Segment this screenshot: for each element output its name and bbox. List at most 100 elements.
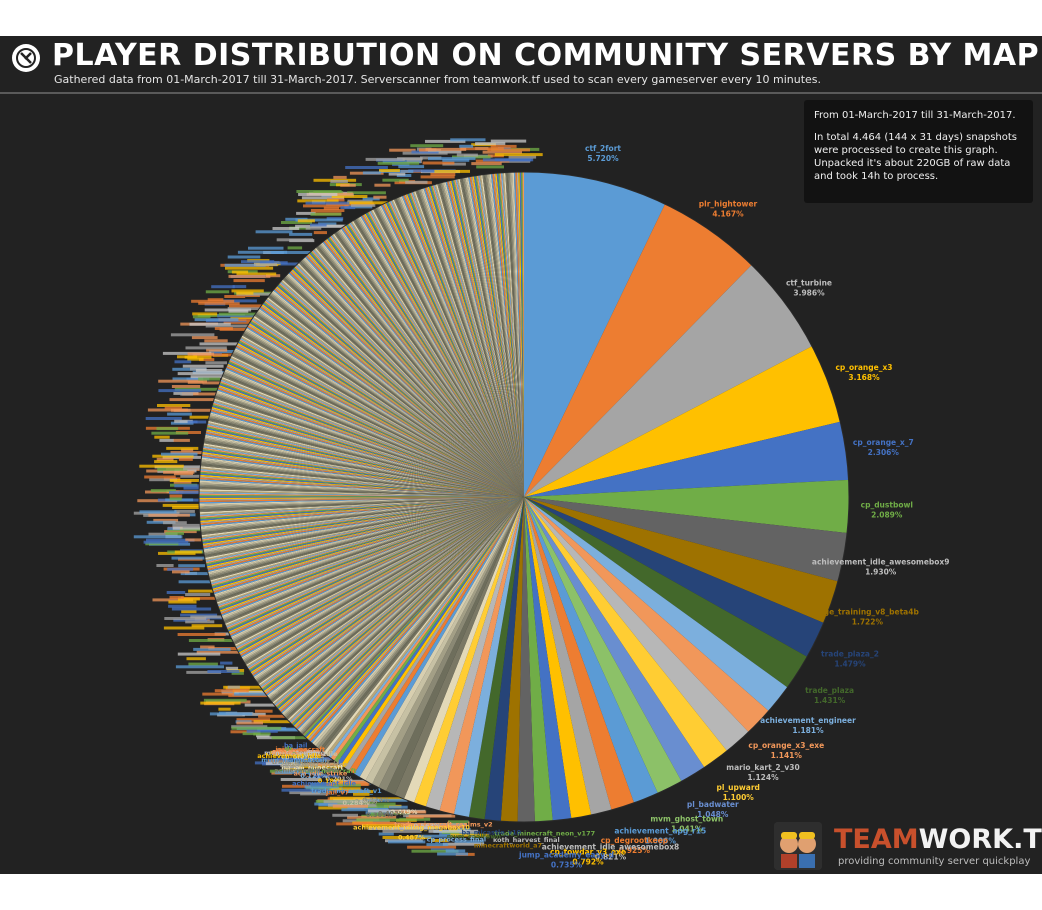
tail-label-mark: [248, 246, 284, 250]
tail-label-mark: [425, 147, 467, 151]
pie-slice-other: [276, 284, 524, 497]
pie-slice-other: [296, 497, 524, 731]
pie-slice-other: [231, 354, 525, 497]
slice-value-label: 4.167%: [712, 210, 744, 219]
pie-slice-other: [346, 223, 524, 497]
pie-slice-other: [315, 246, 524, 497]
slice-label: koth_harvest_final: [493, 836, 560, 844]
pie-slice-other: [383, 203, 524, 497]
pie-slice-other: [269, 497, 524, 701]
pie-slice-other: [325, 238, 524, 497]
pie-slice-other: [213, 497, 524, 595]
pie-slice-other: [288, 272, 524, 497]
tail-label-mark: [244, 703, 275, 707]
pie-slice-other: [203, 497, 525, 556]
pie-slice-other: [259, 307, 524, 497]
pie-slice-other: [428, 185, 524, 498]
pie-slice-other: [215, 393, 525, 497]
pie-slice-other: [345, 224, 524, 497]
slice-label: mvm_mannhattan: [261, 756, 327, 764]
pie-slice-other: [209, 497, 524, 582]
pie-slice: [394, 497, 524, 800]
slice-value-label: 1.124%: [747, 773, 779, 782]
pie-slice-other: [203, 497, 525, 554]
pie-slice-other: [271, 497, 524, 703]
pie-slice-other: [326, 237, 524, 497]
tail-label-mark: [196, 650, 241, 654]
tail-label-mark: [225, 266, 274, 270]
pie-slice-other: [468, 176, 524, 497]
pie-slice-other: [365, 212, 524, 497]
slice-value-label: 1.100%: [723, 793, 755, 802]
slice-value-label: 0.403%: [378, 810, 406, 818]
pie-slice-other: [388, 200, 524, 497]
tail-label-mark: [307, 762, 350, 766]
pie-slice-other: [297, 262, 524, 497]
slice-value-label: 0.201%: [325, 775, 353, 783]
tail-label-mark: [302, 771, 324, 774]
pie-slice-other: [199, 486, 524, 497]
tail-label-mark: [175, 431, 201, 434]
slice-label: ctf_turbine: [786, 278, 832, 287]
tail-label-mark: [229, 304, 269, 308]
slice-value-label: 0.735%: [551, 861, 583, 870]
pie-slice-other: [201, 457, 525, 497]
tail-label-mark: [174, 550, 202, 554]
tail-label-mark: [157, 468, 188, 471]
tail-label-mark: [202, 692, 235, 696]
pie-slice-other: [221, 497, 525, 618]
pie-slice-other: [209, 415, 524, 497]
slice-label: trade_plaza: [805, 686, 854, 695]
pie-slice-other: [490, 173, 524, 498]
pie-slice: [524, 497, 838, 623]
pie-slice-other: [199, 484, 524, 497]
pie-slice-other: [241, 497, 524, 659]
pie-slice-other: [255, 313, 524, 497]
tail-label-mark: [177, 372, 224, 376]
pie-slice-other: [281, 279, 524, 497]
tail-label-mark: [298, 193, 338, 196]
tail-label-mark: [163, 626, 205, 630]
slice-label: achievement_idle: [292, 780, 356, 788]
pie-slice-other: [266, 497, 524, 696]
tail-label-mark: [233, 279, 265, 283]
pie-slice: [359, 497, 524, 781]
tail-label-mark: [152, 598, 194, 602]
pie-slice-other: [199, 497, 524, 518]
pie-slice-other: [245, 497, 524, 667]
pie-slice-other: [283, 497, 524, 717]
tail-label-mark: [268, 759, 289, 763]
tail-label-mark: [430, 173, 456, 176]
pie-slice-other: [230, 497, 525, 639]
brand-tagline: providing community server quickplay: [838, 856, 1031, 867]
pie-slice-other: [207, 497, 524, 571]
tail-label-mark: [362, 171, 381, 175]
pie-slice-other: [269, 293, 524, 497]
slice-label: mario_kart_2_v30: [726, 763, 799, 772]
pie-slice-other: [272, 290, 524, 497]
tail-label-mark: [297, 219, 315, 223]
pie-slice-other: [485, 174, 524, 497]
pie-slice-other: [199, 471, 525, 497]
tail-label-mark: [382, 178, 409, 182]
slice-value-label: 2.306%: [868, 448, 900, 457]
tail-label-mark: [170, 421, 194, 425]
slice-label: trade_minecraft_realms_v2: [394, 820, 493, 828]
pie-slice-other: [248, 497, 524, 670]
pie-slice: [319, 497, 524, 752]
slice-value-label: 1.930%: [865, 567, 897, 576]
tail-label-mark: [192, 312, 218, 316]
tail-label-mark: [163, 470, 195, 474]
tail-label-mark: [230, 730, 261, 734]
pie-slice: [524, 497, 553, 822]
pie-slice: [524, 497, 727, 768]
pie-slice-other: [273, 497, 524, 705]
pie-slice-other: [210, 409, 524, 497]
pie-slice: [524, 497, 808, 688]
pie-slice-other: [286, 497, 524, 720]
pie-slice-other: [236, 497, 525, 650]
tail-label-mark: [253, 732, 271, 736]
pie-slice-other: [208, 497, 525, 578]
pie-slice-other: [275, 497, 524, 708]
pie-slice: [340, 497, 524, 768]
